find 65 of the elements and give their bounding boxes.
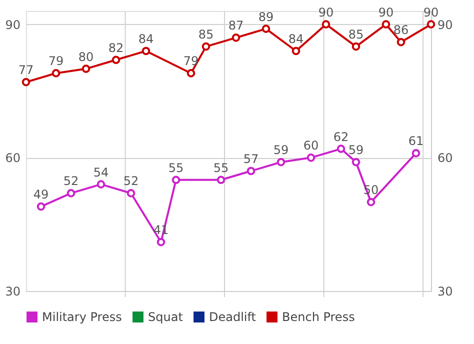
legend-label: Deadlift [209, 310, 256, 324]
data-label: 54 [93, 165, 109, 180]
point [156, 238, 166, 246]
point [412, 149, 420, 158]
data-label: 52 [123, 174, 139, 188]
legend-label: Squat [148, 310, 184, 324]
point [112, 56, 120, 64]
point [142, 46, 150, 56]
data-label: 90 [423, 5, 439, 20]
data-label: 90 [378, 5, 394, 20]
point [352, 158, 360, 166]
data-label: 85 [198, 28, 214, 42]
point [336, 144, 346, 153]
point [396, 38, 406, 46]
legend-label: Bench Press [282, 310, 355, 324]
point [352, 42, 360, 51]
data-label: 52 [63, 174, 79, 188]
data-label: 57 [243, 152, 259, 166]
y-tick-label: 90 [5, 18, 20, 32]
point [186, 69, 196, 78]
point [366, 198, 376, 206]
point [22, 78, 30, 86]
point [96, 180, 106, 188]
data-label: 84 [138, 32, 154, 46]
y2-tick-label: 30 [438, 284, 453, 298]
data-label: 90 [318, 5, 334, 20]
data-label: 55 [168, 160, 184, 175]
data-label: 79 [48, 54, 64, 68]
point [322, 20, 330, 28]
data-label: 86 [393, 23, 409, 38]
data-label: 77 [18, 63, 34, 78]
y2-tick-label: 60 [438, 151, 453, 166]
point [52, 69, 60, 78]
point [246, 166, 256, 176]
point [126, 189, 136, 198]
point [276, 158, 286, 166]
data-label: 62 [333, 130, 349, 144]
point [36, 202, 46, 211]
legend-label: Military Press [42, 310, 122, 324]
data-label: 55 [213, 160, 229, 175]
data-label: 80 [78, 50, 94, 64]
data-label: 49 [33, 188, 49, 202]
y2-tick-label: 90 [438, 18, 453, 32]
data-label: 59 [348, 143, 364, 158]
point [66, 189, 76, 198]
data-label: 59 [273, 143, 289, 158]
point [306, 154, 316, 162]
point [292, 46, 300, 56]
point [262, 24, 270, 33]
data-label: 85 [348, 28, 364, 42]
y-tick-label: 30 [5, 284, 20, 298]
data-label: 60 [303, 138, 319, 153]
point [426, 20, 436, 28]
point [382, 20, 390, 28]
point [202, 42, 210, 51]
point [82, 64, 90, 73]
data-label: 84 [288, 32, 304, 46]
point [232, 34, 240, 42]
data-label: 87 [228, 18, 244, 33]
data-label: 61 [408, 134, 424, 148]
y-tick-label: 60 [5, 151, 20, 166]
point [172, 176, 180, 184]
data-label: 82 [108, 40, 124, 55]
data-label: 89 [258, 10, 274, 24]
point [216, 176, 226, 184]
